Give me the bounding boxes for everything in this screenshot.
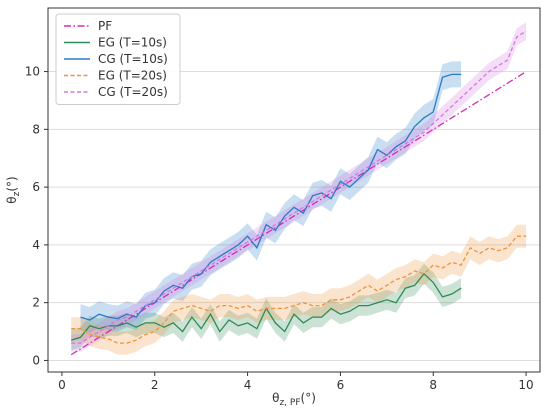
y-tick-label: 8 [32,122,40,136]
series-cg-t-20s [71,30,527,344]
x-tick-label: 10 [518,378,533,392]
x-axis-label-main: θ [272,391,279,405]
legend-box [55,13,181,105]
y-axis-label-main: θ [5,196,19,203]
y-axis-label-unit: (°) [5,176,19,191]
y-tick-label: 4 [32,238,40,252]
y-axis-label-sub: z [12,191,22,196]
x-tick-label: 0 [58,378,66,392]
x-axis-label: θz, PF(°) [272,391,316,408]
legend-label-cg-t-20s: CG (T=20s) [98,85,168,99]
legend-label-cg-t-10s: CG (T=10s) [98,52,168,66]
x-tick-label: 6 [337,378,345,392]
y-tick-label: 2 [32,296,40,310]
y-axis-label: θz(°) [5,176,22,203]
legend: PF EG (T=10s) CG (T=10s) EG (T=20s) CG (T=20… [55,13,181,105]
band-eg-t-20s [71,224,527,355]
band-eg-t-10s [71,263,462,351]
series-eg-t-20s [71,235,527,344]
x-tick-label: 4 [244,378,252,392]
legend-label-eg-t-10s: EG (T=10s) [98,36,167,50]
y-tick-label: 10 [25,65,40,79]
x-axis-label-sub: z, PF [279,398,300,408]
legend-label-eg-t-20s: EG (T=20s) [98,69,167,83]
tick-layer: 0 2 4 6 8 10 0 2 4 6 8 10 [25,65,534,392]
series-cg-t-10s [80,73,462,321]
band-cg-t-10s [80,61,462,334]
x-tick-label: 2 [151,378,159,392]
legend-label-pf: PF [98,19,112,33]
series-lines [70,30,527,356]
plot-frame [47,7,541,373]
x-axis-label-unit: (°) [301,391,316,405]
series-pf [70,71,527,356]
x-tick-label: 8 [429,378,437,392]
y-tick-label: 6 [32,180,40,194]
y-tick-label: 0 [32,353,40,367]
